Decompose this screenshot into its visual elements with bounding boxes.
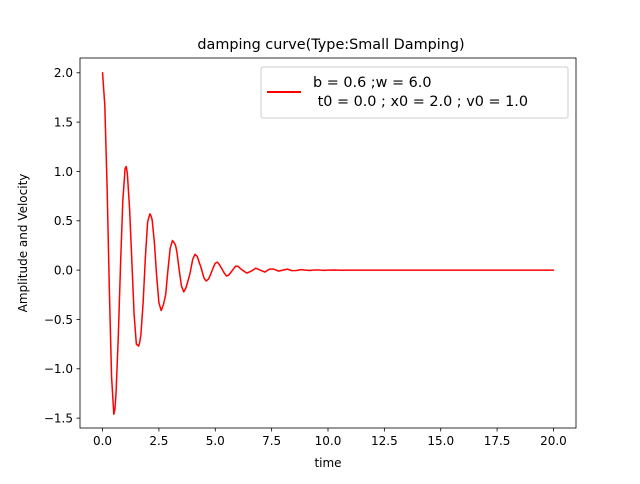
y-tick-label: −1.5 [44,411,73,425]
legend-label-line: b = 0.6 ;w = 6.0 [313,75,432,91]
x-tick-label: 10.0 [315,434,342,448]
x-tick-label: 12.5 [371,434,398,448]
y-tick-label: 0.0 [54,263,73,277]
x-axis-label: time [314,456,341,470]
legend-label: b = 0.6 ;w = 6.0 t0 = 0.0 ; x0 = 2.0 ; v… [313,75,528,110]
y-tick-label: −1.0 [44,362,73,376]
x-tick-label: 7.5 [262,434,281,448]
y-tick-label: 0.5 [54,214,73,228]
legend-box [260,66,569,119]
x-tick-label: 17.5 [484,434,511,448]
y-tick-label: 1.5 [54,115,73,129]
y-tick-label: 1.0 [54,165,73,179]
y-tick-label: −0.5 [44,313,73,327]
x-tick-label: 20.0 [540,434,567,448]
chart-title: damping curve(Type:Small Damping) [197,37,464,53]
y-axis-ticks: −1.5 −1.0 −0.5 0.0 0.5 1.0 1.5 2.0 [44,66,80,425]
legend-label-line: t0 = 0.0 ; x0 = 2.0 ; v0 = 1.0 [313,94,528,110]
legend: b = 0.6 ;w = 6.0 t0 = 0.0 ; x0 = 2.0 ; v… [260,66,569,119]
y-axis-label: Amplitude and Velocity [16,174,30,313]
series-layer [101,72,555,415]
x-tick-label: 15.0 [427,434,454,448]
x-tick-label: 2.5 [149,434,168,448]
y-tick-label: 2.0 [54,66,73,80]
x-axis-ticks: 0.0 2.5 5.0 7.5 10.0 12.5 15.0 17.5 20.0 [93,428,567,448]
x-tick-label: 5.0 [206,434,225,448]
x-tick-label: 0.0 [93,434,112,448]
series-line-0 [101,72,555,415]
